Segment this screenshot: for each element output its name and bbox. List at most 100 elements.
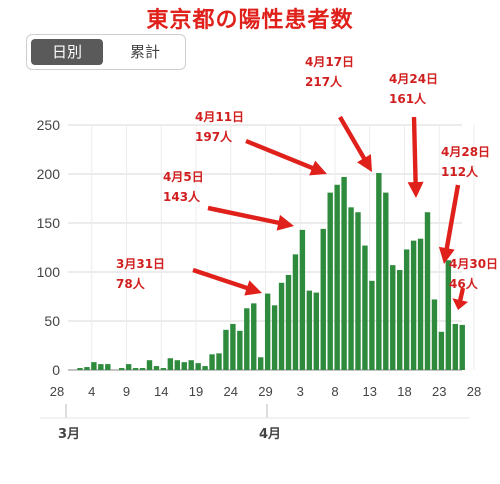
bar [445, 260, 452, 370]
bar [125, 364, 132, 370]
x-tick-label: 8 [331, 384, 338, 399]
bar [299, 229, 306, 370]
bar [397, 270, 403, 370]
x-tick-label: 28 [467, 384, 481, 399]
bar [348, 207, 354, 370]
bar [77, 368, 83, 370]
annotation-date: 4月24日 [389, 72, 438, 86]
view-toggle: 日別 累計 [26, 34, 186, 70]
x-tick-label: 28 [50, 384, 64, 399]
bar [174, 360, 180, 370]
annotation-value: 197人 [195, 129, 233, 144]
x-tick-label: 9 [123, 384, 130, 399]
y-tick-label: 100 [37, 264, 61, 280]
bars [77, 173, 465, 370]
annotation-arrow [452, 287, 469, 310]
y-tick-label: 200 [37, 166, 61, 182]
y-tick-label: 50 [44, 313, 60, 329]
annotation-date: 4月28日 [441, 145, 490, 159]
annotation-value: 46人 [449, 276, 479, 291]
bar [334, 184, 340, 370]
bar [146, 360, 153, 370]
bar [410, 240, 417, 370]
bar [91, 362, 97, 370]
annotation-value: 217人 [305, 74, 343, 89]
x-tick-label: 14 [154, 384, 168, 399]
annotation-value: 78人 [116, 276, 146, 291]
bar [202, 366, 208, 370]
bar [438, 331, 445, 370]
chart-title: 東京都の陽性患者数 [146, 8, 354, 33]
annotation-date: 4月11日 [195, 110, 244, 124]
bar [230, 323, 236, 370]
annotation-date: 4月17日 [305, 55, 354, 69]
bar [209, 354, 215, 370]
annotation-value: 143人 [163, 189, 201, 204]
bar [369, 280, 375, 370]
annotation-date: 3月31日 [116, 257, 165, 271]
bar [84, 367, 90, 370]
bar [119, 368, 125, 370]
bar [139, 368, 146, 370]
tab-cumulative[interactable]: 累計 [129, 43, 160, 61]
annotation-arrow [245, 139, 327, 176]
bar [362, 245, 368, 370]
month-label: 3月 [58, 427, 80, 442]
annotation-value: 161人 [389, 91, 427, 106]
x-tick-label: 23 [432, 384, 446, 399]
x-tick-label: 18 [397, 384, 411, 399]
bar [306, 290, 313, 370]
annotation-arrow [207, 205, 294, 231]
bar [251, 303, 257, 370]
bar [160, 368, 167, 370]
bar [327, 192, 333, 370]
bar [417, 238, 424, 370]
bar [278, 282, 285, 370]
bar [431, 299, 438, 370]
annotation-arrow [407, 116, 424, 198]
bar [244, 308, 250, 370]
bar [452, 323, 458, 370]
x-tick-label: 29 [258, 384, 272, 399]
annotation-arrow [192, 267, 262, 296]
bar [264, 293, 271, 370]
axes: 0 50 100 150 200 250 28 4 9 14 19 24 29 3 8 13 18 23 28 3月 4… [37, 117, 482, 442]
bar [271, 305, 278, 370]
bar [216, 353, 222, 370]
bar [390, 265, 396, 370]
bar [188, 360, 194, 370]
bar [376, 173, 382, 370]
bar [424, 212, 431, 370]
bar [223, 329, 229, 370]
annotation-date: 4月30日 [449, 257, 498, 271]
bar [313, 292, 319, 370]
bar [341, 176, 347, 370]
bar [292, 254, 299, 370]
annotation-value: 112人 [441, 164, 479, 179]
bar [320, 228, 326, 370]
annotation-labels: 3月31日 78人 4月5日 143人 4月11日 197人 4月17日 217人 4月24日 1… [116, 55, 498, 291]
bar [237, 330, 243, 370]
annotation-arrows [192, 115, 469, 310]
bar [98, 364, 104, 370]
bar [153, 366, 160, 370]
x-tick-label: 3 [297, 384, 304, 399]
bar [403, 249, 410, 370]
bar [195, 363, 201, 370]
y-tick-label: 250 [37, 117, 61, 133]
y-tick-label: 150 [37, 215, 61, 231]
bar [167, 358, 174, 370]
bar [132, 368, 139, 370]
bar [181, 362, 187, 370]
x-tick-label: 24 [224, 384, 238, 399]
bar [383, 192, 389, 370]
y-tick-label: 0 [52, 362, 60, 378]
annotation-date: 4月5日 [163, 170, 204, 184]
x-tick-label: 19 [189, 384, 203, 399]
x-tick-label: 13 [363, 384, 377, 399]
bar [459, 324, 465, 370]
x-tick-label: 4 [88, 384, 95, 399]
bar [258, 357, 264, 370]
tab-daily[interactable]: 日別 [31, 39, 103, 65]
